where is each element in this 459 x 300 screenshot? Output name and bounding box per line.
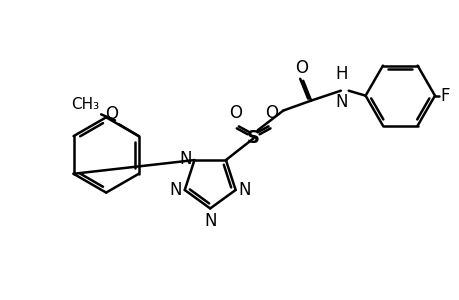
Text: S: S xyxy=(246,129,260,147)
Text: N: N xyxy=(169,181,181,199)
Text: F: F xyxy=(439,87,448,105)
Text: H: H xyxy=(335,65,347,83)
Text: N: N xyxy=(203,212,216,230)
Text: N: N xyxy=(179,150,191,168)
Text: N: N xyxy=(238,181,251,199)
Text: CH₃: CH₃ xyxy=(71,98,99,112)
Text: N: N xyxy=(335,93,347,111)
Text: O: O xyxy=(105,105,118,123)
Text: O: O xyxy=(294,59,307,77)
Text: O: O xyxy=(229,104,242,122)
Text: O: O xyxy=(264,104,277,122)
